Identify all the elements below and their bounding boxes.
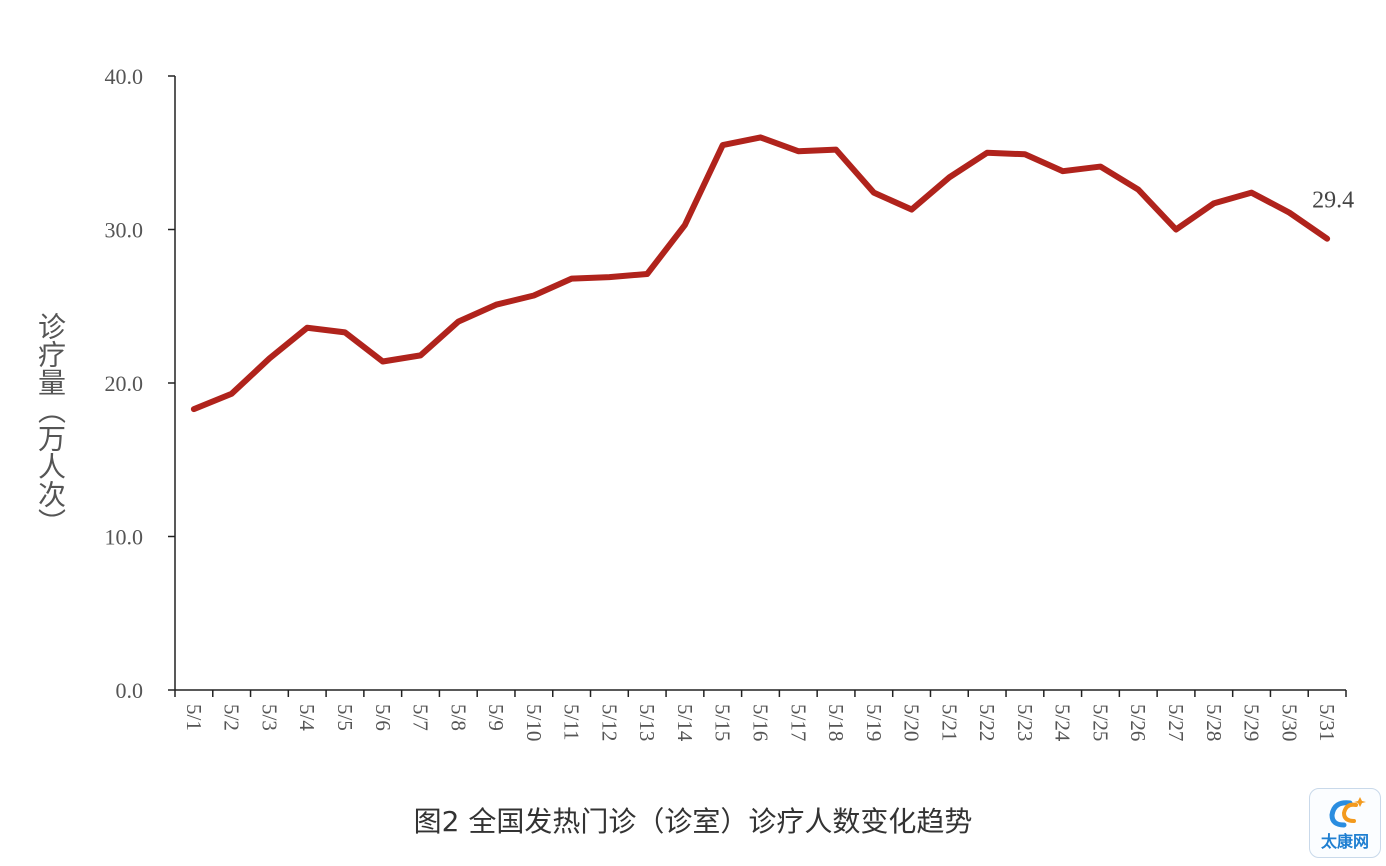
chart-caption: 图2 全国发热门诊（诊室）诊疗人数变化趋势	[413, 805, 973, 838]
data-point	[570, 277, 574, 281]
data-point	[947, 175, 951, 179]
data-point	[1174, 228, 1178, 231]
x-tick-label: 5/5	[333, 704, 357, 731]
data-point	[1250, 191, 1254, 195]
x-tick-label: 5/25	[1088, 704, 1112, 741]
x-tick-label: 5/9	[484, 704, 508, 731]
x-tick-label: 5/31	[1315, 704, 1339, 741]
series-group	[190, 134, 1331, 413]
x-tick-label: 5/6	[371, 704, 395, 731]
data-point	[419, 353, 423, 357]
data-point	[910, 208, 914, 212]
y-axis-label: 诊疗量（万人次）	[34, 312, 67, 536]
data-point	[1325, 237, 1329, 241]
watermark-logo: 太康网	[1309, 788, 1381, 858]
x-tick-label: 5/15	[711, 704, 735, 741]
data-point	[343, 330, 347, 334]
watermark-text: 太康网	[1320, 832, 1369, 851]
x-tick-label: 5/29	[1240, 704, 1264, 741]
x-tick-label: 5/7	[409, 704, 433, 731]
tc-logo-icon	[1329, 797, 1366, 828]
annotation-group: 29.4	[1312, 188, 1354, 214]
y-axis: 0.0 10.0 20.0 30.0 40.0	[105, 64, 176, 703]
x-tick-label: 5/10	[522, 704, 546, 741]
x-tick-label: 5/20	[900, 704, 924, 741]
data-point	[305, 326, 309, 330]
x-tick-label: 5/3	[257, 704, 281, 731]
data-point	[721, 143, 725, 147]
x-tick-label: 5/12	[597, 704, 621, 741]
data-point	[683, 223, 687, 227]
line-chart: 0.010.020.030.040.0 5/1 5/2 5/3 5/4 5/5 5/6 5/…	[105, 64, 1355, 742]
x-tick-label: 5/17	[786, 704, 810, 741]
x-tick-label: 5/11	[560, 704, 584, 741]
x-tick-label: 5/8	[446, 704, 470, 731]
x-tick-label: 5/16	[749, 704, 773, 741]
data-point	[759, 135, 762, 139]
data-point	[796, 149, 800, 153]
data-point	[1061, 169, 1065, 173]
data-point	[607, 275, 611, 279]
data-point	[456, 320, 460, 324]
data-point	[1287, 211, 1291, 215]
series-line	[190, 134, 1331, 413]
x-tick-label: 5/18	[824, 704, 848, 741]
x-tick-label: 5/4	[295, 704, 319, 731]
data-point	[1212, 201, 1216, 205]
data-point	[985, 151, 989, 155]
x-tick-label: 5/2	[220, 704, 244, 731]
x-tick-label: 5/13	[635, 704, 659, 741]
data-point	[230, 392, 234, 396]
data-point	[267, 356, 271, 360]
data-label: 29.4	[1312, 188, 1354, 214]
x-tick-label: 5/30	[1277, 704, 1301, 741]
data-point	[645, 272, 649, 276]
data-point	[1136, 188, 1140, 192]
data-point	[872, 191, 876, 195]
x-tick-label: 5/23	[1013, 704, 1037, 741]
x-tick-label: 5/21	[937, 704, 961, 741]
x-tick-label: 5/22	[975, 704, 999, 741]
x-tick-label: 5/27	[1164, 704, 1188, 741]
data-point	[381, 360, 385, 364]
y-tick-label: 40.0	[105, 64, 144, 89]
y-tick-label: 10.0	[105, 525, 144, 550]
data-point	[494, 303, 498, 307]
x-tick-label: 5/24	[1051, 704, 1075, 742]
data-point	[834, 148, 838, 152]
x-tick-label: 5/1	[182, 704, 206, 731]
data-point	[192, 407, 196, 411]
x-tick-label: 5/19	[862, 704, 886, 741]
x-axis: 5/1 5/2 5/3 5/4 5/5 5/6 5/7 5/8 5/9 5/10 5/11 5/12 5…	[174, 689, 1347, 742]
data-point	[1098, 165, 1102, 169]
x-tick-label: 5/14	[673, 704, 697, 742]
data-point	[532, 294, 536, 298]
y-tick-label: 0.0	[116, 678, 144, 703]
x-tick-label: 5/26	[1126, 704, 1150, 741]
data-point	[1023, 152, 1027, 156]
y-tick-label: 20.0	[105, 371, 144, 396]
y-tick-label: 30.0	[105, 218, 144, 243]
x-tick-label: 5/28	[1202, 704, 1226, 741]
